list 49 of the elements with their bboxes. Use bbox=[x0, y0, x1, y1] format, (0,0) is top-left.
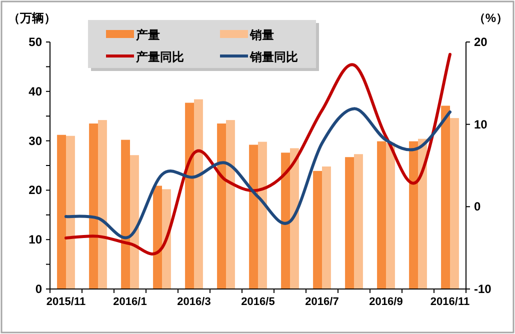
bar bbox=[386, 142, 395, 289]
legend-label: 销量同比 bbox=[249, 50, 298, 64]
bar bbox=[409, 141, 418, 289]
y-tick-label: 20 bbox=[28, 183, 42, 198]
x-tick-label: 2015/11 bbox=[46, 296, 86, 308]
legend-label: 产量同比 bbox=[135, 50, 184, 64]
bar bbox=[217, 124, 226, 289]
x-tick-label: 2016/3 bbox=[177, 296, 211, 308]
bar bbox=[345, 157, 354, 289]
bar bbox=[162, 189, 171, 289]
bar bbox=[354, 154, 363, 289]
bar bbox=[66, 136, 75, 289]
y-tick-label: 50 bbox=[28, 35, 42, 49]
bar bbox=[98, 120, 107, 289]
bar bbox=[377, 141, 386, 289]
bar bbox=[281, 152, 290, 289]
bar bbox=[249, 144, 258, 289]
legend-label: 产量 bbox=[135, 28, 160, 42]
y-tick-label: 10 bbox=[28, 232, 42, 247]
y-axis-title: （万辆） bbox=[8, 11, 56, 25]
bar bbox=[450, 118, 459, 289]
bar bbox=[57, 134, 66, 289]
x-tick-label: 2016/7 bbox=[305, 296, 339, 308]
y-tick-label: 40 bbox=[28, 84, 42, 98]
y-tick-label: 30 bbox=[28, 134, 42, 148]
legend-label: 销量 bbox=[249, 28, 274, 42]
bar bbox=[290, 148, 299, 289]
y-tick-label: 0 bbox=[35, 282, 42, 296]
bar bbox=[130, 155, 139, 289]
bar bbox=[121, 140, 130, 289]
x-tick-label: 2016/11 bbox=[430, 296, 470, 308]
x-tick-label: 2016/9 bbox=[369, 296, 403, 308]
bar bbox=[226, 120, 235, 289]
bar bbox=[194, 99, 203, 289]
bar bbox=[258, 142, 267, 289]
y2-tick-label: 20 bbox=[474, 35, 488, 49]
bar bbox=[89, 124, 98, 289]
y2-tick-label: 10 bbox=[474, 117, 488, 132]
x-tick-label: 2016/1 bbox=[113, 296, 147, 308]
bar bbox=[313, 170, 322, 289]
bar bbox=[418, 138, 427, 289]
bar bbox=[441, 106, 450, 289]
y2-tick-label: 0 bbox=[474, 200, 481, 214]
x-tick-label: 2016/5 bbox=[241, 296, 275, 308]
y2-axis-title: （%） bbox=[473, 11, 508, 25]
bar bbox=[153, 186, 162, 289]
bar bbox=[322, 166, 331, 289]
bar bbox=[185, 102, 194, 289]
y2-tick-label: -10 bbox=[474, 282, 492, 296]
